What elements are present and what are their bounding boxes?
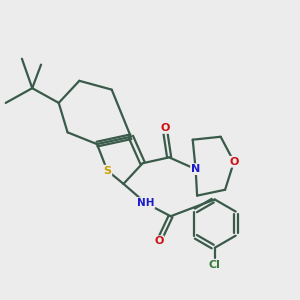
Text: N: N [191, 164, 200, 174]
Text: S: S [103, 166, 111, 176]
Text: NH: NH [137, 198, 154, 208]
Text: Cl: Cl [209, 260, 221, 270]
Text: O: O [154, 236, 164, 246]
Text: O: O [229, 157, 239, 167]
Text: O: O [160, 123, 169, 133]
